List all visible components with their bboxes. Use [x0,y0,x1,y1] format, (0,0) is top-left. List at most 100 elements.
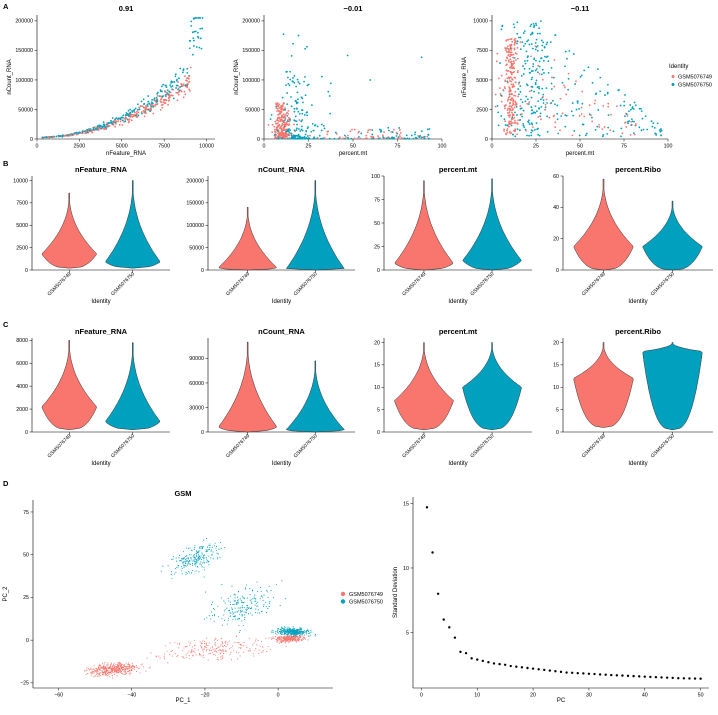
data-point [561,81,564,84]
data-point [265,637,267,639]
data-point [81,131,84,134]
data-point [143,115,146,118]
data-point [262,599,264,601]
data-point [254,604,256,606]
data-point [197,556,199,558]
data-point [141,105,144,108]
data-point [606,132,609,135]
data-point [165,86,168,89]
data-point [499,62,501,64]
data-point [263,604,265,606]
data-point [564,114,567,117]
data-point [206,559,208,561]
data-point [510,117,513,120]
data-point [116,675,118,677]
data-point [631,120,634,123]
data-point [123,664,125,666]
data-point [412,137,415,140]
data-point [304,47,307,50]
data-point [256,644,258,646]
data-point [307,639,309,641]
data-point [229,615,231,617]
data-point [211,615,214,617]
data-point [129,116,132,118]
data-point [371,133,374,136]
data-point [271,123,274,126]
data-point [201,548,203,550]
data-point [288,134,291,137]
data-point [554,126,557,129]
data-point [284,108,286,111]
y-tick-label: 200000 [15,19,33,25]
data-point [178,77,180,80]
data-point [507,38,510,41]
data-point [381,134,384,137]
data-point [165,84,167,87]
data-point [602,105,605,107]
data-point [120,671,122,673]
data-point [195,555,197,557]
data-point [281,634,283,636]
data-point [535,59,537,62]
data-point [208,615,210,617]
data-point [186,71,189,74]
data-point [431,551,434,554]
data-point [236,602,238,604]
data-point [495,60,498,63]
data-point [236,600,239,602]
data-point [315,633,317,636]
data-point [293,107,296,110]
data-point [298,636,300,638]
x-tick-label: 50 [577,144,583,150]
data-point [220,645,222,647]
data-point [517,83,520,85]
data-point [245,612,248,614]
data-point [206,644,208,646]
data-point [134,668,136,670]
data-point [508,111,511,114]
data-point [155,98,158,101]
y-tick-label: 75 [23,510,29,516]
data-point [513,41,516,44]
data-point [623,104,626,107]
data-point [200,559,203,561]
data-point [326,133,329,136]
data-point [102,121,105,124]
data-point [279,136,282,139]
data-point [215,638,217,640]
data-point [552,99,554,102]
data-point [92,128,95,130]
data-point [634,104,637,107]
data-point [631,107,634,110]
data-point [294,99,297,102]
y-tick-label: 20 [553,236,559,242]
data-point [291,136,293,139]
data-point [306,114,309,117]
data-point [189,66,192,69]
data-point [311,122,314,125]
data-point [182,649,184,651]
data-point [119,662,121,664]
data-point [245,587,247,589]
data-point [112,121,114,124]
data-point [530,106,533,108]
data-point [203,648,206,650]
violin-GSM5076749 [573,342,634,428]
data-point [601,135,604,138]
data-point [509,664,512,668]
data-point [276,108,279,110]
data-point [134,107,137,110]
x-tick-label: 75 [621,144,627,150]
data-point [172,88,175,91]
data-point [514,81,517,84]
data-point [111,675,113,677]
data-point [118,664,120,666]
data-point [273,130,276,133]
data-point [290,132,293,135]
data-point [151,102,154,105]
data-point [257,601,259,603]
data-point [262,605,265,607]
data-point [192,556,194,558]
data-point [109,670,111,672]
